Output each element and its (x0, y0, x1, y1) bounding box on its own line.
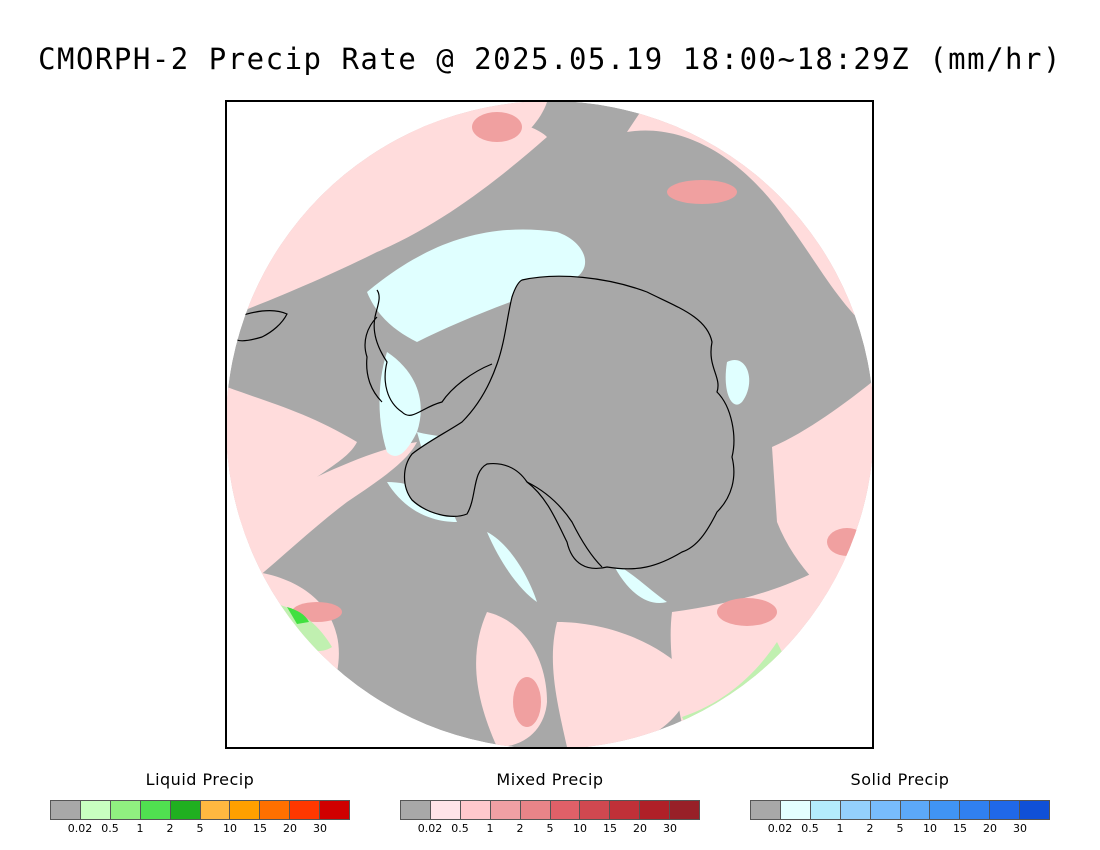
legend-tick-label: 30 (663, 822, 677, 835)
legend-swatch (640, 801, 671, 819)
map-title: CMORPH-2 Precip Rate @ 2025.05.19 18:00~… (38, 42, 1062, 76)
legend-swatch (870, 801, 901, 819)
legend-tick-label: 30 (1013, 822, 1027, 835)
legend-swatch (290, 801, 321, 819)
ross-ice-shelf-coastline (526, 481, 603, 568)
legend-color-bar (50, 800, 350, 820)
legend-solid-precip: Solid Precip 0.02 0.5 1 2 5 10 15 20 30 (750, 770, 1050, 836)
legend-swatch (930, 801, 961, 819)
legend-color-bar (400, 800, 700, 820)
legend-swatch (110, 801, 141, 819)
legend-tick-label: 1 (486, 822, 494, 835)
legend-swatch (520, 801, 551, 819)
legend-swatch (990, 801, 1021, 819)
legend-tick-labels: 0.02 0.5 1 2 5 10 15 20 30 (50, 822, 350, 836)
legend-tick-label: 30 (313, 822, 327, 835)
legend-swatch (1020, 801, 1050, 819)
legend-swatch (140, 801, 171, 819)
legend-tick-labels: 0.02 0.5 1 2 5 10 15 20 30 (400, 822, 700, 836)
legend-color-bar (750, 800, 1050, 820)
legend-title: Mixed Precip (496, 770, 604, 789)
antarctic-peninsula-coastline (364, 289, 493, 416)
legend-swatch (230, 801, 261, 819)
legend-swatch (900, 801, 931, 819)
legend-tick-label: 0.5 (101, 822, 119, 835)
legend-tick-label: 2 (866, 822, 874, 835)
legend-title: Solid Precip (850, 770, 950, 789)
legend-swatch (170, 801, 201, 819)
legend-swatch (580, 801, 611, 819)
legend-swatch (550, 801, 581, 819)
legend-tick-label: 10 (573, 822, 587, 835)
legend-tick-label: 20 (633, 822, 647, 835)
legend-swatch (780, 801, 811, 819)
polar-precip-map (227, 102, 872, 747)
legend-swatch (260, 801, 291, 819)
legend-swatch (430, 801, 461, 819)
legend-tick-label: 10 (923, 822, 937, 835)
legend-mixed-precip: Mixed Precip 0.02 0.5 1 2 5 10 15 20 30 (400, 770, 700, 836)
mixed-precip-southwest-band (227, 442, 417, 602)
legend-tick-label: 0.5 (451, 822, 469, 835)
legend-swatch (670, 801, 700, 819)
legend-tick-label: 0.02 (417, 822, 443, 835)
legend-tick-label: 5 (896, 822, 904, 835)
legend-swatch (610, 801, 641, 819)
legend-tick-label: 2 (166, 822, 174, 835)
legend-swatch (320, 801, 350, 819)
map-panel (225, 100, 874, 749)
antarctica-coastline (403, 275, 735, 570)
legend-swatch (840, 801, 871, 819)
legend-tick-label: 5 (546, 822, 554, 835)
legend-tick-label: 15 (953, 822, 967, 835)
legend-tick-label: 20 (983, 822, 997, 835)
legend-swatch (490, 801, 521, 819)
legend-swatch (810, 801, 841, 819)
legend-tick-label: 15 (603, 822, 617, 835)
legend-tick-label: 2 (516, 822, 524, 835)
legend-swatch (960, 801, 991, 819)
legend-swatch (200, 801, 231, 819)
legend-tick-label: 1 (136, 822, 144, 835)
legend-swatch (751, 801, 781, 819)
legend-tick-label: 10 (223, 822, 237, 835)
legend-swatch (460, 801, 491, 819)
legend-tick-label: 5 (196, 822, 204, 835)
legend-tick-labels: 0.02 0.5 1 2 5 10 15 20 30 (750, 822, 1050, 836)
legend-liquid-precip: Liquid Precip 0.02 0.5 1 2 5 10 15 20 30 (50, 770, 350, 836)
legend-tick-label: 15 (253, 822, 267, 835)
legend-tick-label: 0.5 (801, 822, 819, 835)
legend-tick-label: 0.02 (67, 822, 93, 835)
legend-swatch (80, 801, 111, 819)
mixed-precip-southeast (552, 622, 689, 747)
legend-swatch (401, 801, 431, 819)
legend-title: Liquid Precip (145, 770, 255, 789)
legend-tick-label: 20 (283, 822, 297, 835)
south-america-tip-coastline (236, 309, 288, 342)
legend-tick-label: 0.02 (767, 822, 793, 835)
legend-tick-label: 1 (836, 822, 844, 835)
legend-swatch (51, 801, 81, 819)
